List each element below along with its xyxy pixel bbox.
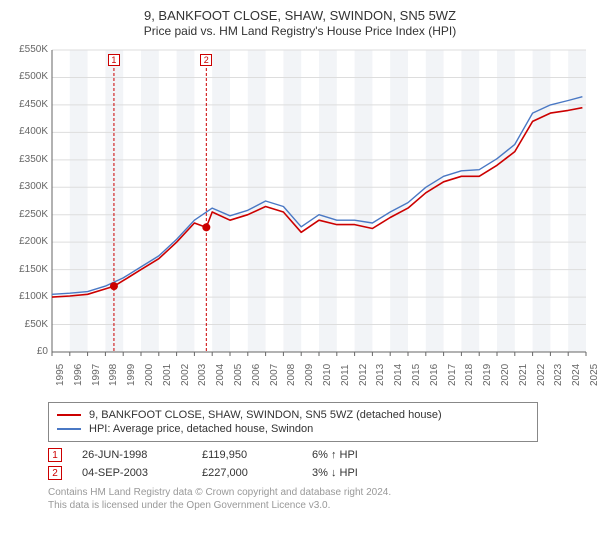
- line-chart: [8, 44, 592, 394]
- events-list: 1 26-JUN-1998 £119,950 6% ↑ HPI 2 04-SEP…: [48, 448, 592, 480]
- page-title: 9, BANKFOOT CLOSE, SHAW, SWINDON, SN5 5W…: [8, 8, 592, 23]
- legend-swatch: [57, 428, 81, 430]
- legend-item: HPI: Average price, detached house, Swin…: [57, 423, 529, 435]
- y-tick-label: £400K: [12, 126, 48, 137]
- x-tick-label: 2002: [180, 364, 191, 386]
- y-tick-label: £0: [12, 346, 48, 357]
- legend-item: 9, BANKFOOT CLOSE, SHAW, SWINDON, SN5 5W…: [57, 409, 529, 421]
- x-tick-label: 1995: [55, 364, 66, 386]
- event-price: £119,950: [202, 449, 292, 461]
- attribution-line: This data is licensed under the Open Gov…: [48, 499, 592, 512]
- x-tick-label: 2003: [197, 364, 208, 386]
- x-tick-label: 2004: [215, 364, 226, 386]
- y-tick-label: £350K: [12, 154, 48, 165]
- event-date: 26-JUN-1998: [82, 449, 182, 461]
- event-delta: 3% ↓ HPI: [312, 467, 412, 479]
- y-tick-label: £550K: [12, 44, 48, 55]
- x-tick-label: 2009: [304, 364, 315, 386]
- chart-area: £0 £50K £100K £150K £200K £250K £300K £350K £400…: [8, 44, 592, 394]
- x-tick-label: 1996: [73, 364, 84, 386]
- x-tick-label: 2001: [162, 364, 173, 386]
- x-tick-label: 2012: [358, 364, 369, 386]
- legend-swatch: [57, 414, 81, 416]
- x-tick-label: 2007: [269, 364, 280, 386]
- event-delta: 6% ↑ HPI: [312, 449, 412, 461]
- y-tick-label: £150K: [12, 264, 48, 275]
- legend-label: 9, BANKFOOT CLOSE, SHAW, SWINDON, SN5 5W…: [89, 409, 442, 421]
- y-tick-label: £200K: [12, 236, 48, 247]
- event-badge: 1: [48, 448, 62, 462]
- x-tick-label: 2017: [447, 364, 458, 386]
- x-tick-label: 2005: [233, 364, 244, 386]
- x-tick-label: 2010: [322, 364, 333, 386]
- y-tick-label: £450K: [12, 99, 48, 110]
- x-tick-label: 2015: [411, 364, 422, 386]
- event-marker: 2: [200, 54, 212, 66]
- legend: 9, BANKFOOT CLOSE, SHAW, SWINDON, SN5 5W…: [48, 402, 538, 442]
- event-badge: 2: [48, 466, 62, 480]
- x-tick-label: 2014: [393, 364, 404, 386]
- x-tick-label: 2019: [482, 364, 493, 386]
- y-tick-label: £100K: [12, 291, 48, 302]
- x-tick-label: 1999: [126, 364, 137, 386]
- legend-label: HPI: Average price, detached house, Swin…: [89, 423, 313, 435]
- attribution: Contains HM Land Registry data © Crown c…: [48, 486, 592, 512]
- y-tick-label: £500K: [12, 71, 48, 82]
- event-marker: 1: [108, 54, 120, 66]
- event-row: 1 26-JUN-1998 £119,950 6% ↑ HPI: [48, 448, 592, 462]
- event-date: 04-SEP-2003: [82, 467, 182, 479]
- y-tick-label: £300K: [12, 181, 48, 192]
- chart-container: 9, BANKFOOT CLOSE, SHAW, SWINDON, SN5 5W…: [0, 0, 600, 520]
- x-tick-label: 2022: [536, 364, 547, 386]
- event-price: £227,000: [202, 467, 292, 479]
- page-subtitle: Price paid vs. HM Land Registry's House …: [8, 24, 592, 38]
- x-tick-label: 2008: [286, 364, 297, 386]
- x-tick-label: 1997: [91, 364, 102, 386]
- x-tick-label: 2025: [589, 364, 600, 386]
- x-tick-label: 2011: [340, 364, 351, 386]
- x-tick-label: 1998: [108, 364, 119, 386]
- x-tick-label: 2000: [144, 364, 155, 386]
- x-tick-label: 2024: [571, 364, 582, 386]
- x-tick-label: 2018: [464, 364, 475, 386]
- x-tick-label: 2021: [518, 364, 529, 386]
- y-tick-label: £50K: [12, 319, 48, 330]
- x-tick-label: 2013: [375, 364, 386, 386]
- attribution-line: Contains HM Land Registry data © Crown c…: [48, 486, 592, 499]
- x-tick-label: 2020: [500, 364, 511, 386]
- x-tick-label: 2016: [429, 364, 440, 386]
- y-tick-label: £250K: [12, 209, 48, 220]
- event-row: 2 04-SEP-2003 £227,000 3% ↓ HPI: [48, 466, 592, 480]
- x-tick-label: 2023: [553, 364, 564, 386]
- x-tick-label: 2006: [251, 364, 262, 386]
